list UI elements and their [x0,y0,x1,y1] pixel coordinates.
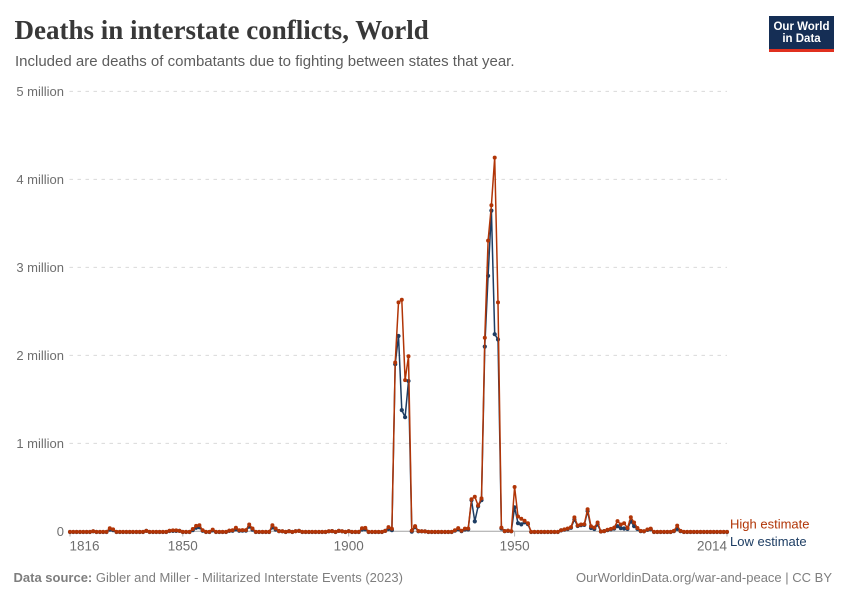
svg-text:0: 0 [57,524,64,539]
svg-text:2014: 2014 [697,539,728,554]
svg-text:2 million: 2 million [16,348,64,363]
svg-text:3 million: 3 million [16,260,64,275]
svg-text:1850: 1850 [168,539,198,554]
svg-text:1950: 1950 [500,539,530,554]
svg-text:High estimate: High estimate [730,517,809,532]
svg-text:5 million: 5 million [16,84,64,99]
svg-text:1816: 1816 [70,539,100,554]
svg-text:1900: 1900 [334,539,364,554]
svg-text:Low estimate: Low estimate [730,534,807,549]
svg-text:1 million: 1 million [16,436,64,451]
svg-text:4 million: 4 million [16,172,64,187]
